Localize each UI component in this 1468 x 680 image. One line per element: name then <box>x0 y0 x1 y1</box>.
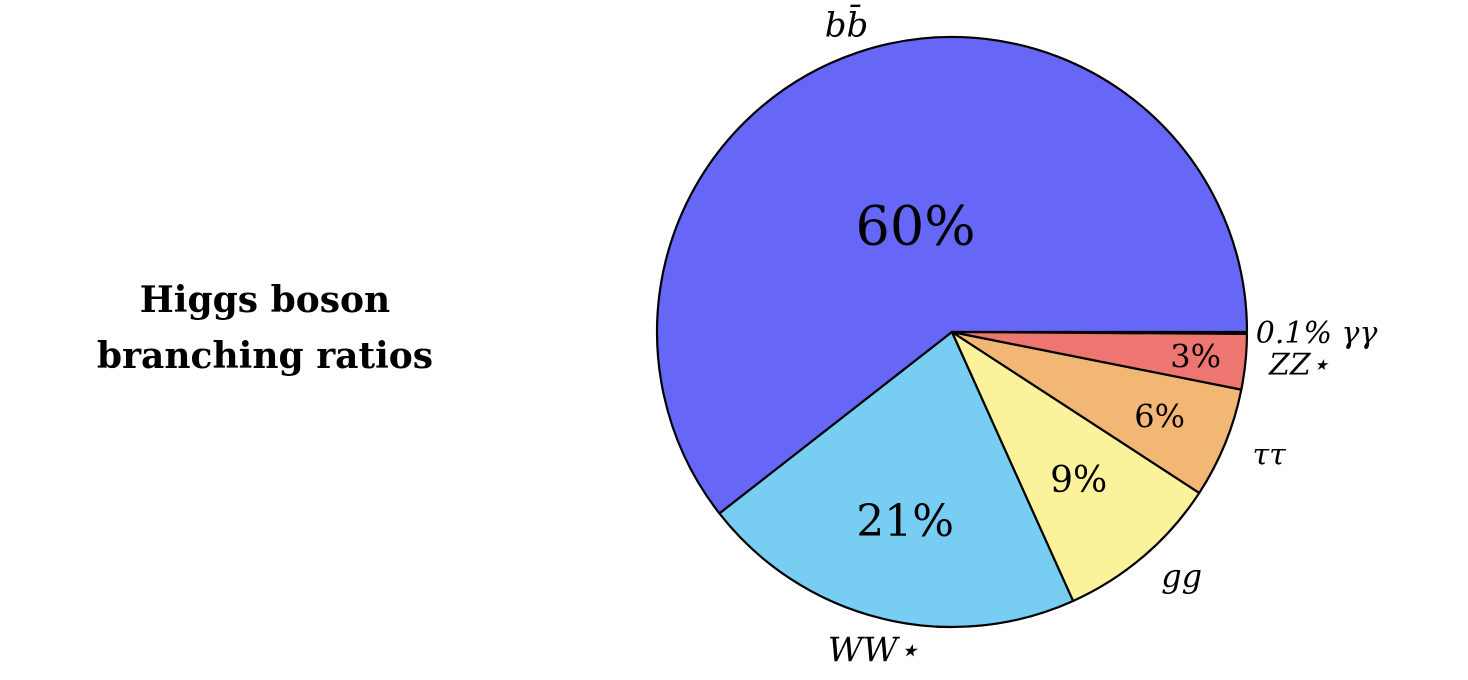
slice-category-label: gg <box>1161 557 1202 595</box>
chart-title-line-2: branching ratios <box>96 335 434 377</box>
slice-value-label: 21% <box>856 496 954 547</box>
pie-slice <box>655 35 1249 515</box>
chart-title: Higgs boson branching ratios <box>60 272 470 384</box>
slice-value-label: 3% <box>1170 338 1221 376</box>
pie-slice <box>950 330 1249 391</box>
pie-slice <box>950 330 1201 603</box>
slice-value-label: 6% <box>1134 397 1185 435</box>
slice-value-label: 60% <box>855 194 975 257</box>
slice-category-label: bb̄ <box>825 3 869 45</box>
slice-category-label: ττ <box>1253 438 1287 473</box>
slice-value-label: 9% <box>1050 460 1107 501</box>
slice-category-label: ZZ⋆ <box>1268 348 1329 383</box>
slice-category-label: WW⋆ <box>828 630 919 670</box>
slice-category-label: 0.1% γγ <box>1256 316 1378 351</box>
chart-title-line-1: Higgs boson <box>139 279 391 321</box>
